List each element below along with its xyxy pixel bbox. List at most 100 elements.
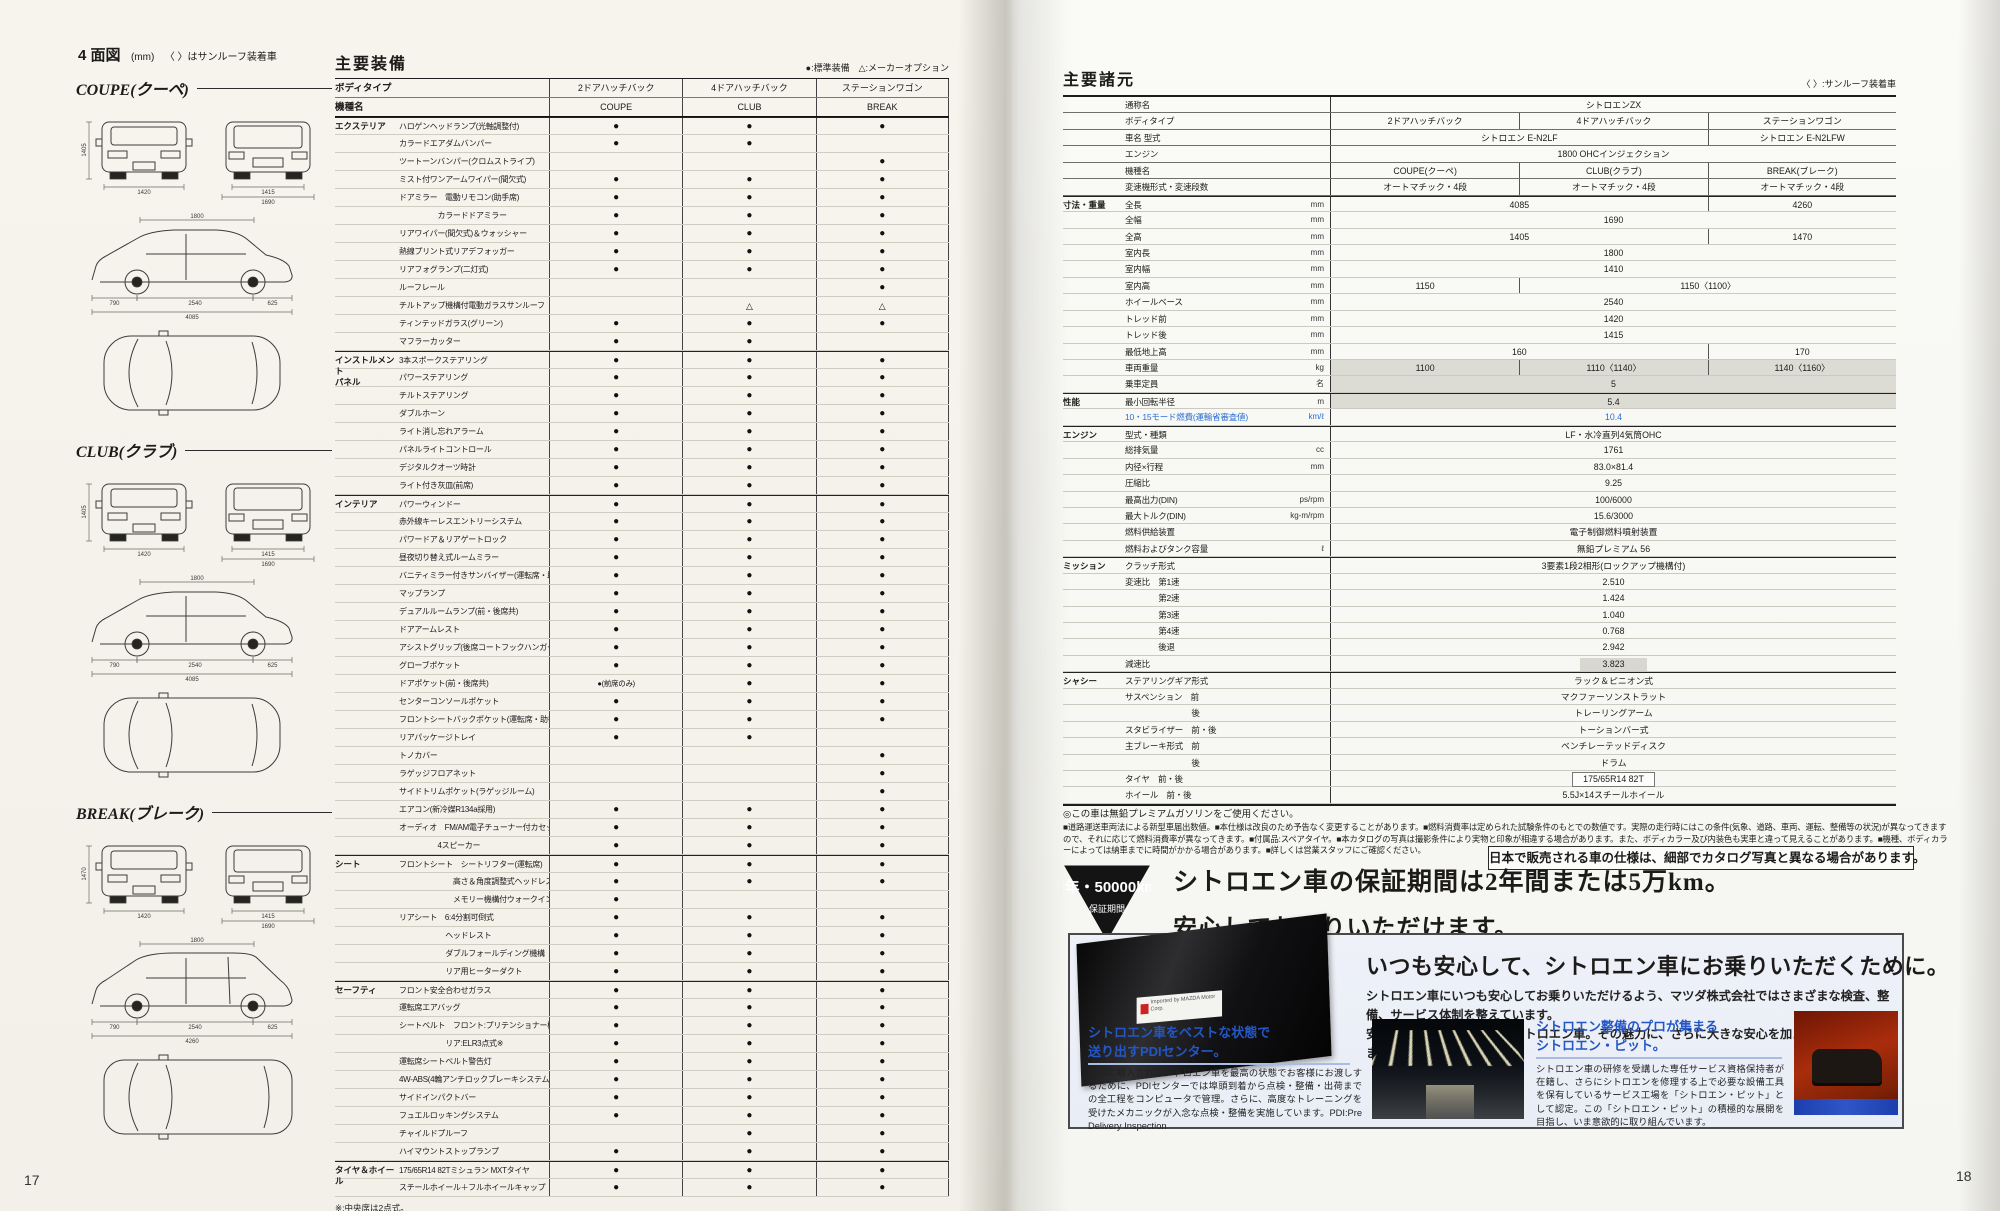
equipment-row: ラゲッジフロアネット ● xyxy=(335,765,949,783)
svg-text:625: 625 xyxy=(267,301,278,307)
equipment-availability-cell: ● xyxy=(682,945,815,962)
spec-unit xyxy=(1272,146,1330,161)
spec-label: 燃料およびタンク容量 xyxy=(1125,543,1209,554)
equipment-item-label: リアフォグランプ(二灯式) xyxy=(399,265,489,274)
spec-value-highlight: 175/65R14 82T xyxy=(1572,771,1655,787)
spec-category xyxy=(1063,524,1125,539)
equipment-availability-cell: ● xyxy=(549,189,682,206)
spec-value-cell: 1140〈1160〉 xyxy=(1707,360,1896,376)
pdi-center-photo xyxy=(1372,1019,1524,1119)
spec-value-cell: 4085 xyxy=(1509,199,1530,210)
equipment-availability-cell: ● xyxy=(549,496,682,512)
spec-unit xyxy=(1272,427,1330,441)
spec-value-cell: 電子制御燃料噴射装置 xyxy=(1569,527,1658,538)
spec-category xyxy=(1063,229,1125,244)
spec-unit: mm xyxy=(1310,215,1324,225)
equipment-availability-cell: ● xyxy=(815,945,949,962)
warranty-badge-line1: 2年・50000km xyxy=(1063,878,1151,896)
spec-unit: ℓ xyxy=(1321,543,1324,553)
spec-row: ミッション クラッチ形式 3要素1段2相形(ロックアップ機構付) xyxy=(1063,557,1896,574)
equipment-availability-cell: ● xyxy=(815,567,949,584)
spec-unit xyxy=(1272,623,1330,638)
equipment-availability-cell: ● xyxy=(682,531,815,548)
equipment-availability-cell: ● xyxy=(682,1017,815,1034)
equipment-availability-cell: ● xyxy=(682,459,815,476)
equipment-availability-cell: ● xyxy=(815,315,949,332)
spec-unit: ps/rpm xyxy=(1299,494,1324,504)
spec-value-cell: 1420 xyxy=(1603,313,1624,324)
spec-label: 室内長 xyxy=(1125,247,1150,258)
equipment-availability-cell xyxy=(682,279,815,296)
diagram-section: CLUB(クラブ) 1405 1420 1415 1690 1800 xyxy=(76,438,332,784)
spec-value-cell: マクファーソンストラット xyxy=(1560,691,1667,702)
spec-row: 最高出力(DIN) ps/rpm 100/6000 xyxy=(1063,491,1896,508)
spec-category xyxy=(1063,508,1125,523)
equipment-availability-cell: ● xyxy=(682,315,815,332)
four-view-header: 4 面図 (mm) 〈 〉はサンルーフ装着車 xyxy=(78,44,277,65)
spec-row: エンジン 型式・種類 LF・水冷直列4気筒OHC xyxy=(1063,425,1896,443)
spec-label: 燃料供給装置 xyxy=(1125,527,1175,538)
equipment-availability-cell: ● xyxy=(549,891,682,908)
equipment-item-label: チルトアップ機構付電動ガラスサンルーフ xyxy=(399,301,545,310)
equipment-category xyxy=(335,279,399,296)
spec-values: 1690 xyxy=(1330,212,1896,228)
equipment-item-label: バニティミラー付きサンバイザー(運転席・助手席) xyxy=(399,571,549,580)
spec-values: 5.5J×14スチールホイール xyxy=(1330,787,1896,803)
spec-value-cell: オートマチック・4段 xyxy=(1707,179,1896,195)
equipment-row: シート フロントシート シートリフター(運転席) ● ● ● xyxy=(335,855,949,873)
equipment-availability-cell: ● xyxy=(815,477,949,494)
equipment-row: 高さ＆角度調整式ヘッドレスト ● ● ● xyxy=(335,873,949,891)
spec-row: ホイールベース mm 2540 xyxy=(1063,294,1896,311)
equipment-availability-cell: ● xyxy=(682,477,815,494)
spec-label: 車名 型式 xyxy=(1125,132,1161,143)
svg-text:1420: 1420 xyxy=(137,190,151,196)
spec-values: 1410 xyxy=(1330,261,1896,277)
svg-text:1690: 1690 xyxy=(261,200,275,206)
spec-category: エンジン xyxy=(1063,429,1098,440)
equipment-row: リアシート 6:4分割可倒式 ● ● ● xyxy=(335,909,949,927)
equipment-availability-cell: ● xyxy=(815,711,949,728)
spec-value-cell: 1690 xyxy=(1603,215,1624,226)
equipment-item-label: ツートーンバンパー(クロムストライプ) xyxy=(399,157,535,166)
equipment-row: パネルライトコントロール ● ● ● xyxy=(335,441,949,459)
equipment-item-label: トノカバー xyxy=(399,751,438,760)
equipment-item-label: パワーウィンドー xyxy=(399,500,461,509)
spec-title: 主要諸元 xyxy=(1063,72,1136,89)
equipment-availability-cell: ● xyxy=(549,315,682,332)
spec-value-cell: 1761 xyxy=(1603,445,1624,456)
model-col-1: COUPE xyxy=(549,98,682,116)
equipment-item-label: マフラーカッター xyxy=(399,337,461,346)
equipment-row: バニティミラー付きサンバイザー(運転席・助手席)●●● xyxy=(335,567,949,585)
equipment-row: チャイルドプルーフ ● ● xyxy=(335,1125,949,1143)
equipment-item-label: ドアミラー 電動リモコン(助手席) xyxy=(399,193,520,202)
spec-unit: mm xyxy=(1310,231,1324,241)
equipment-category xyxy=(335,531,399,548)
svg-text:790: 790 xyxy=(109,301,120,307)
equipment-availability-cell: ● xyxy=(549,261,682,278)
equipment-availability-cell: ● xyxy=(682,585,815,602)
spec-value-cell: ステーションワゴン xyxy=(1707,113,1896,129)
spec-label: 車両重量 xyxy=(1125,363,1159,373)
japan-spec-note-box: 日本で販売される車の仕様は、細部でカタログ写真と異なる場合があります。 xyxy=(1488,846,1925,870)
spec-values: トーションバー式 xyxy=(1330,721,1896,738)
equipment-category xyxy=(335,1107,399,1124)
spec-value-cell: シトロエンZX xyxy=(1585,100,1642,110)
spec-unit: cc xyxy=(1316,445,1324,455)
equipment-availability-cell: ● xyxy=(815,927,949,944)
spec-rows: 通称名 シトロエンZX ボディタイプ 2ドアハッチバック 4ドアハッチバック ステーション… xyxy=(1063,95,1896,806)
spec-unit xyxy=(1272,524,1330,539)
equipment-row: マップランプ ● ● ● xyxy=(335,585,949,603)
equipment-item-label: パワーステアリング xyxy=(399,373,468,382)
spec-table: 主要諸元 〈 〉:サンルーフ装着車 通称名 シトロエンZX ボディタイプ 2ドアハッチ… xyxy=(1063,66,1896,806)
equipment-availability-cell: ● xyxy=(549,1017,682,1034)
spec-values: オートマチック・4段 オートマチック・4段 オートマチック・4段 xyxy=(1330,179,1896,195)
diagram-section-title: BREAK(ブレーク) xyxy=(76,806,205,823)
equipment-availability-cell: ● xyxy=(549,603,682,620)
equipment-row: 4スピーカー ● ● ● xyxy=(335,837,949,855)
spec-label: 圧縮比 xyxy=(1125,478,1150,489)
equipment-availability-cell xyxy=(682,747,815,764)
equipment-availability-cell: ● xyxy=(549,927,682,944)
pit-subhead-line1: シトロエン整備のプロが集まる xyxy=(1536,1019,1719,1034)
spec-unit xyxy=(1272,113,1330,128)
spec-row: 通称名 シトロエンZX xyxy=(1063,97,1896,114)
